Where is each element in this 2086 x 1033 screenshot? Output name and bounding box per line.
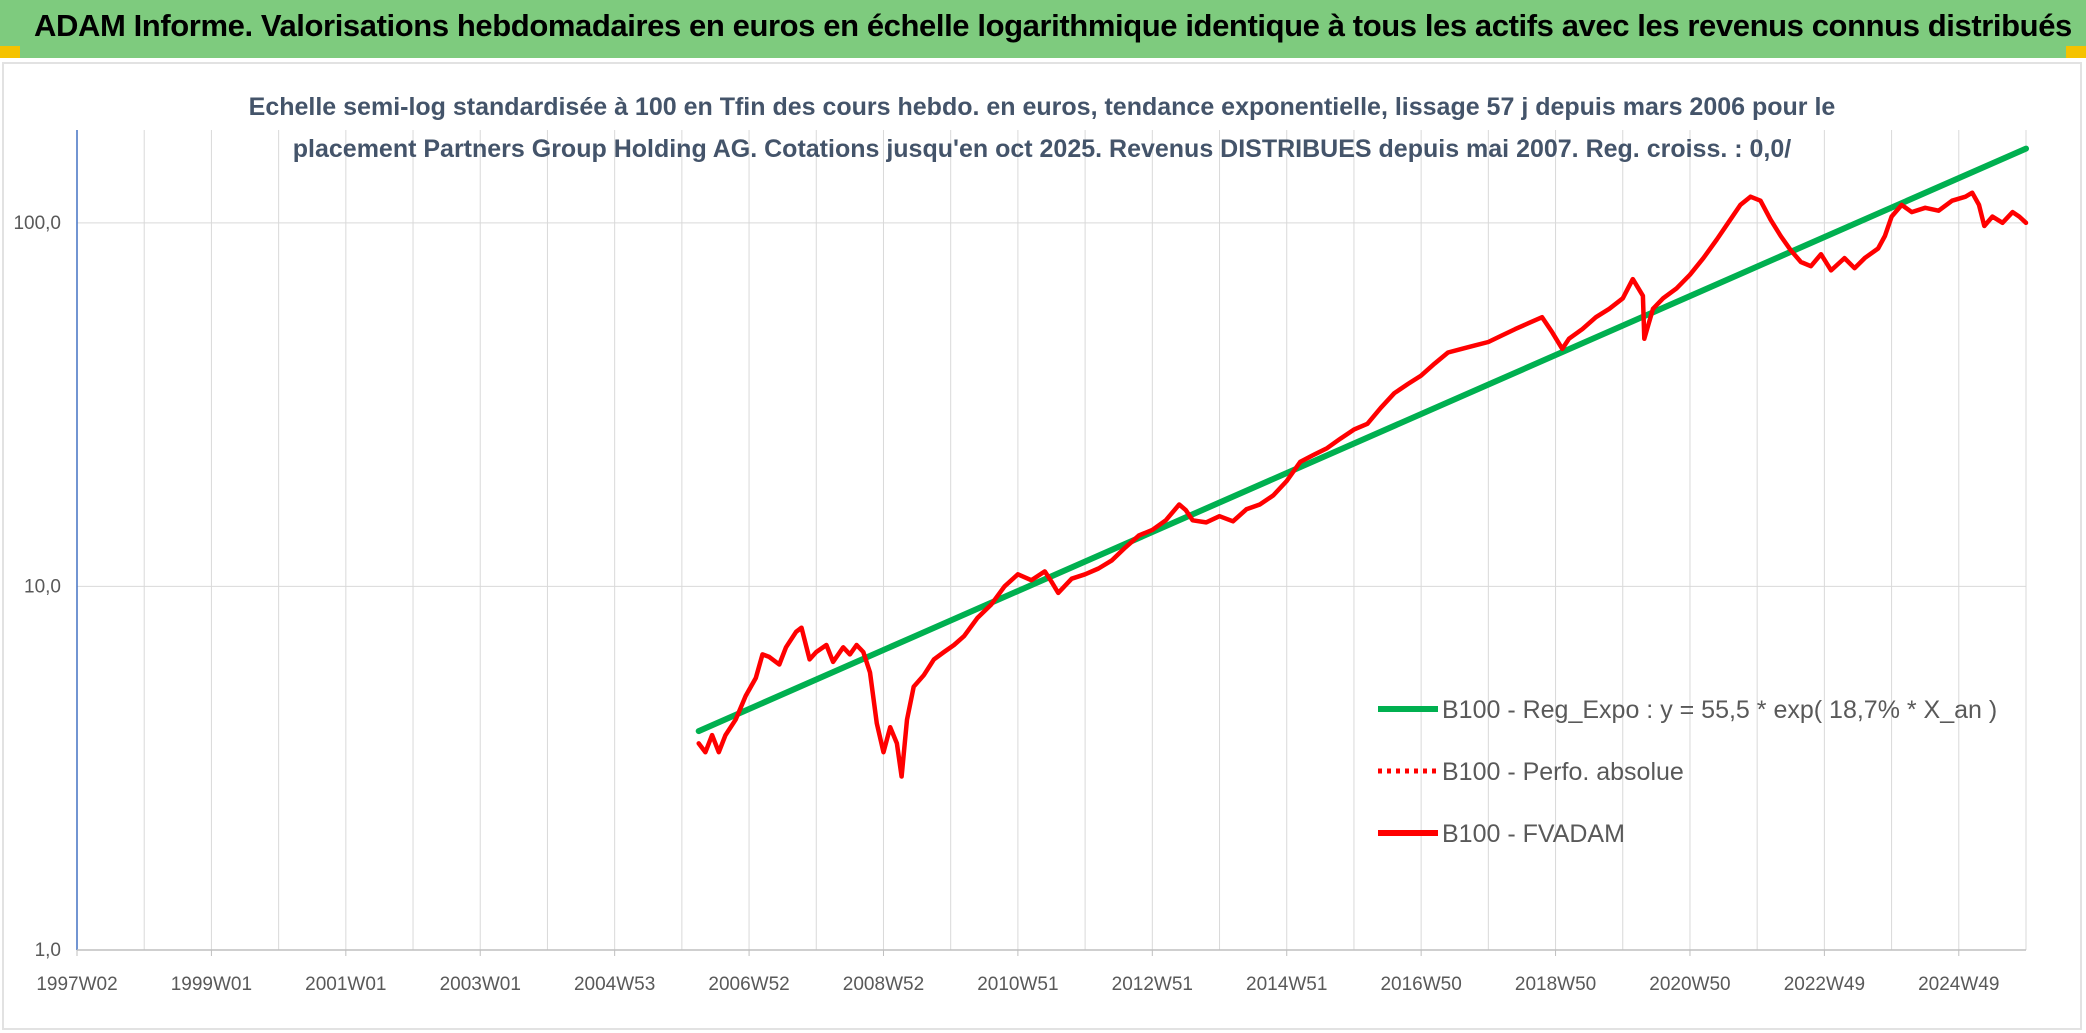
x-tick-label: 2018W50 [1515,974,1596,995]
x-tick-label: 1999W01 [171,974,252,995]
x-tick-label: 2003W01 [440,974,521,995]
corner-marker-right [2066,46,2086,58]
chart-title-line-2: placement Partners Group Holding AG. Cot… [293,135,1792,163]
y-tick-label: 10,0 [24,576,61,597]
chart-frame [2,62,2082,1030]
x-tick-label: 2008W52 [843,974,924,995]
chart-legend: B100 - Reg_Expo : y = 55,5 * exp( 18,7% … [1378,696,1997,848]
x-tick-label: 2004W53 [574,974,655,995]
report-title: ADAM Informe. Valorisations hebdomadaire… [34,8,2072,43]
chart-series [695,145,2029,779]
y-tick-label: 1,0 [35,940,61,961]
x-tick-label: 2012W51 [1112,974,1193,995]
report-banner: ADAM Informe. Valorisations hebdomadaire… [0,0,2086,58]
y-tick-label: 100,0 [13,213,61,234]
legend-label-fvadam: B100 - FVADAM [1442,820,1625,848]
x-tick-label: 2024W49 [1918,974,1999,995]
x-tick-label: 2014W51 [1246,974,1327,995]
x-tick-label: 2001W01 [305,974,386,995]
legend-label-regression: B100 - Reg_Expo : y = 55,5 * exp( 18,7% … [1442,696,1997,724]
chart-grid [77,130,2027,951]
chart-axes: 1,0 10,0 100,0 1997W02 1999W01 2001W01 2003W01… [13,130,2026,995]
legend-label-perfo: B100 - Perfo. absolue [1442,758,1684,786]
x-tick-label: 2006W52 [708,974,789,995]
series-line-regression [695,145,2029,735]
x-tick-label: 1997W02 [36,974,117,995]
chart-title-line-1: Echelle semi-log standardisée à 100 en T… [249,93,1836,121]
series-line-fvadam [696,190,2029,779]
x-tick-label: 2016W50 [1380,974,1461,995]
x-tick-label: 2022W49 [1784,974,1865,995]
x-tick-label: 2020W50 [1649,974,1730,995]
x-tick-label: 2010W51 [977,974,1058,995]
corner-marker-left [0,46,20,58]
chart-title: Echelle semi-log standardisée à 100 en T… [249,93,1836,163]
